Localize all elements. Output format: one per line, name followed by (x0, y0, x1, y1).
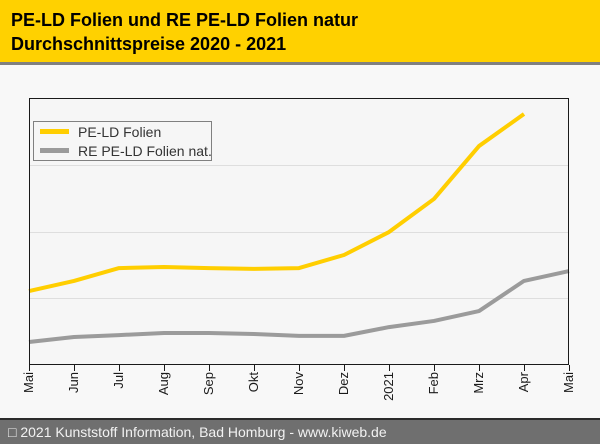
x-tick-label: Nov (291, 372, 306, 396)
x-tick-label: 2021 (381, 372, 396, 401)
x-tick-label: Sep (201, 372, 216, 396)
x-tick-label: Feb (426, 372, 441, 395)
legend: PE-LD Folien RE PE-LD Folien nat. (33, 121, 212, 161)
legend-line-swatch-yellow (40, 129, 69, 134)
x-tick-label: Mai (21, 372, 36, 393)
x-tick-label: Dez (336, 372, 351, 396)
x-tick-label: Okt (246, 372, 261, 393)
x-tick-label: Jun (66, 372, 81, 393)
legend-line-swatch-gray (40, 148, 69, 153)
legend-label: RE PE-LD Folien nat. (78, 142, 212, 159)
x-tick-label: Mrz (471, 372, 486, 394)
legend-item-re-pe-ld-folien: RE PE-LD Folien nat. (34, 141, 212, 160)
header-banner: PE-LD Folien und RE PE-LD Folien natur D… (0, 0, 600, 65)
series-line-1 (28, 269, 570, 345)
chart-title-line-1: PE-LD Folien und RE PE-LD Folien natur (11, 10, 358, 30)
chart-title-line-2: Durchschnittspreise 2020 - 2021 (11, 34, 287, 54)
legend-label: PE-LD Folien (78, 123, 162, 140)
x-tick-label: Apr (516, 372, 531, 393)
x-tick-label: Mai (561, 372, 576, 393)
legend-item-pe-ld-folien: PE-LD Folien (34, 122, 211, 141)
x-tick-label: Aug (156, 372, 171, 396)
series-line-0 (28, 112, 526, 293)
x-tick-label: Jul (111, 372, 126, 389)
footer-bar: □ 2021 Kunststoff Information, Bad Hombu… (0, 418, 600, 444)
footer-credit: □ 2021 Kunststoff Information, Bad Hombu… (8, 424, 387, 440)
